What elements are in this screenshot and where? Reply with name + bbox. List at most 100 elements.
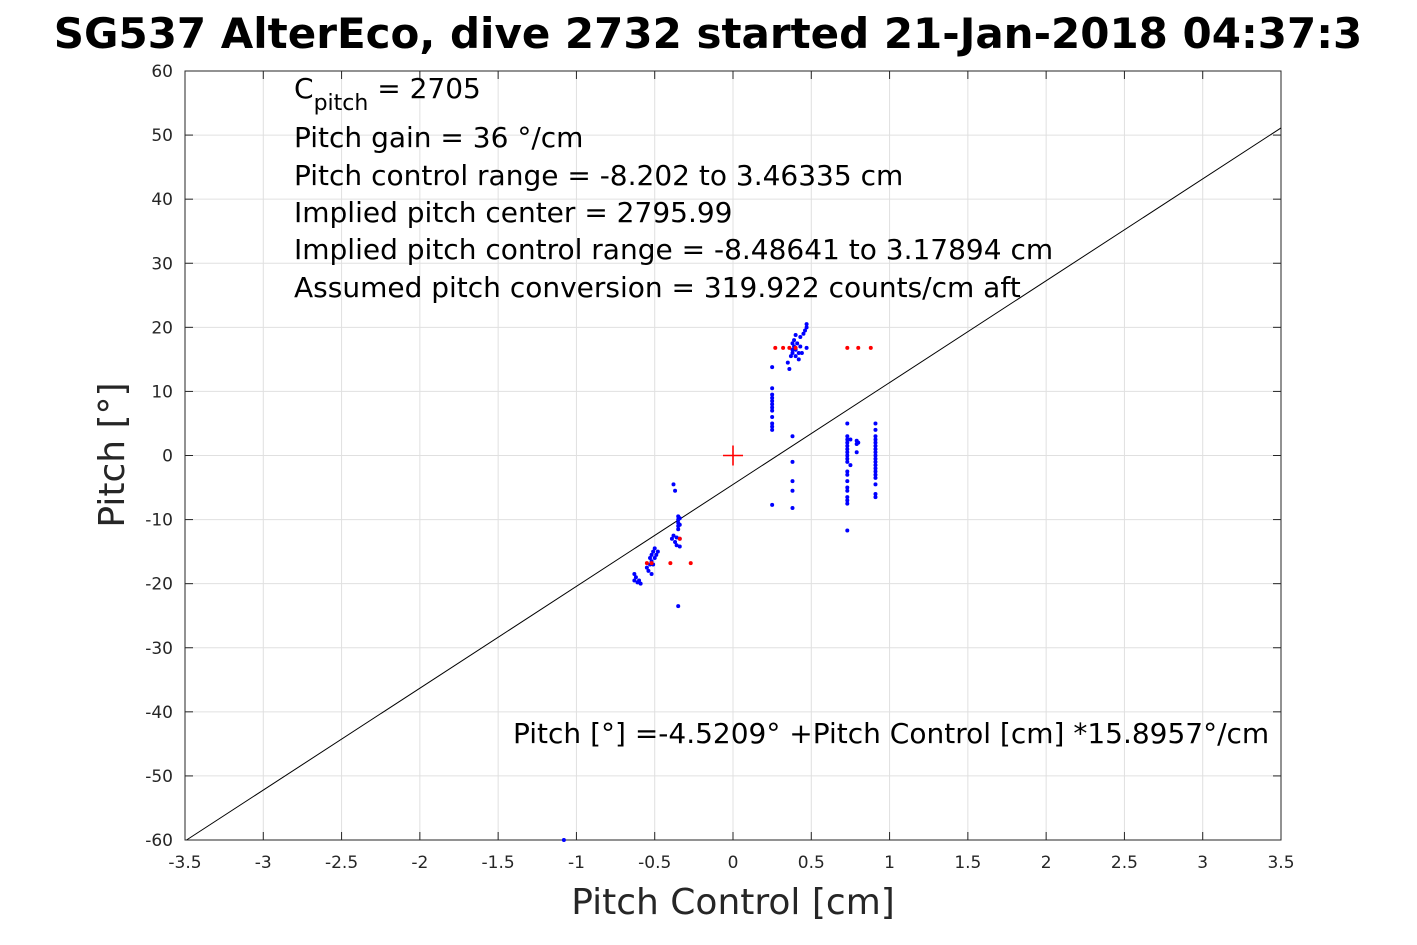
pitch-point-blue <box>803 328 808 333</box>
pitch-point-blue <box>632 572 637 577</box>
pitch-point-blue <box>845 440 850 445</box>
pitch-point-blue <box>788 354 793 359</box>
pitch-point-blue <box>873 459 878 464</box>
pitch-point-blue <box>770 421 775 426</box>
annotation-c-pitch: Cpitch = 2705 <box>294 72 481 116</box>
x-tick-label: 1 <box>884 853 895 873</box>
pitch-point-blue <box>873 427 878 432</box>
pitch-point-blue <box>798 334 803 339</box>
pitch-point-blue <box>804 322 809 327</box>
pitch-point-blue <box>649 572 654 577</box>
pitch-point-blue <box>673 488 678 493</box>
pitch-point-blue <box>873 440 878 445</box>
grid <box>184 70 1282 841</box>
x-tick-label: 2 <box>1041 853 1052 873</box>
pitch-point-blue <box>845 472 850 477</box>
pitch-point-blue <box>770 415 775 420</box>
pitch-point-blue <box>845 488 850 493</box>
pitch-point-blue <box>561 838 566 842</box>
pitch-point-blue <box>787 366 792 371</box>
data-points <box>561 322 878 842</box>
pitch-point-blue <box>676 604 681 609</box>
pitch-point-blue <box>856 440 861 445</box>
x-tick-label: -1 <box>568 853 585 873</box>
pitch-point-blue <box>845 434 850 439</box>
x-tick-label: 0.5 <box>798 853 825 873</box>
pitch-point-blue <box>790 459 795 464</box>
pitch-point-blue <box>793 333 798 338</box>
pitch-point-blue <box>845 485 850 490</box>
pitch-point-blue <box>790 488 795 493</box>
pitch-point-blue <box>845 443 850 448</box>
y-tick-label: 20 <box>151 318 173 338</box>
y-tick-label: -30 <box>145 639 173 659</box>
pitch-point-blue <box>873 463 878 468</box>
pitch-point-blue <box>644 565 649 570</box>
pitch-point-blue <box>674 543 679 548</box>
x-tick-label: 3.5 <box>1267 853 1294 873</box>
pitch-point-blue <box>873 453 878 458</box>
pitch-point-blue <box>633 575 638 580</box>
pitch-point-blue <box>651 549 656 554</box>
y-tick-label: -10 <box>145 511 173 531</box>
pitch-point-blue <box>848 437 853 442</box>
pitch-point-blue <box>770 405 775 410</box>
y-tick-label: 30 <box>151 254 173 274</box>
pitch-point-red <box>845 345 850 350</box>
x-tick-label: -3.5 <box>168 853 201 873</box>
pitch-point-red <box>649 561 654 566</box>
pitch-point-blue <box>873 437 878 442</box>
pitch-point-blue <box>677 544 682 549</box>
x-tick-label: 1.5 <box>954 853 981 873</box>
pitch-point-blue <box>845 437 850 442</box>
pitch-point-blue <box>677 516 682 521</box>
pitch-point-blue <box>873 434 878 439</box>
pitch-point-blue <box>638 581 643 586</box>
annotation-pitch-gain: Pitch gain = 36 °/cm <box>294 121 583 154</box>
pitch-point-blue <box>790 341 795 346</box>
pitch-point-blue <box>845 456 850 461</box>
pitch-point-blue <box>671 482 676 487</box>
pitch-point-blue <box>845 528 850 533</box>
y-tick-label: 50 <box>151 126 173 146</box>
x-tick-label: -3 <box>255 853 272 873</box>
pitch-point-red <box>868 345 873 350</box>
pitch-point-blue <box>770 402 775 407</box>
pitch-point-red <box>793 345 798 350</box>
pitch-point-blue <box>655 549 660 554</box>
pitch-point-blue <box>845 501 850 506</box>
pitch-point-blue <box>796 357 801 362</box>
pitch-point-blue <box>796 350 801 355</box>
pitch-point-blue <box>804 325 809 330</box>
pitch-center-marker <box>723 445 743 466</box>
annotations: Cpitch = 2705 Pitch gain = 36 °/cm Pitch… <box>294 72 1269 750</box>
pitch-point-blue <box>770 424 775 429</box>
pitch-point-blue <box>873 475 878 480</box>
pitch-point-red <box>856 345 861 350</box>
pitch-point-blue <box>873 482 878 487</box>
y-tick-label: -20 <box>145 575 173 595</box>
axis-ticks: -3.5 -3 -2.5 -2 -1.5 -1 -0.5 0 0.5 1 1.5 2 2.5 3 3.5 60… <box>145 62 1294 873</box>
annotation-implied-control-range: Implied pitch control range = -8.48641 t… <box>294 233 1053 266</box>
pitch-point-blue <box>848 463 853 468</box>
pitch-point-blue <box>770 392 775 397</box>
pitch-point-blue <box>795 341 800 346</box>
x-tick-label: 3 <box>1197 853 1208 873</box>
pitch-point-blue <box>632 578 637 583</box>
fit-line-group <box>186 127 1282 841</box>
y-tick-label: 40 <box>151 190 173 210</box>
y-tick-label: -40 <box>145 703 173 723</box>
chart-title: SG537 AlterEco, dive 2732 started 21-Jan… <box>54 9 1362 58</box>
pitch-point-blue <box>646 568 651 573</box>
pitch-point-blue <box>654 552 659 557</box>
pitch-point-blue <box>671 533 676 538</box>
pitch-point-blue <box>845 479 850 484</box>
pitch-point-blue <box>770 399 775 404</box>
x-tick-label: 0 <box>728 853 739 873</box>
pitch-point-blue <box>677 522 682 527</box>
pitch-point-blue <box>799 350 804 355</box>
pitch-point-blue <box>873 447 878 452</box>
pitch-point-red <box>668 561 673 566</box>
pitch-point-blue <box>845 495 850 500</box>
